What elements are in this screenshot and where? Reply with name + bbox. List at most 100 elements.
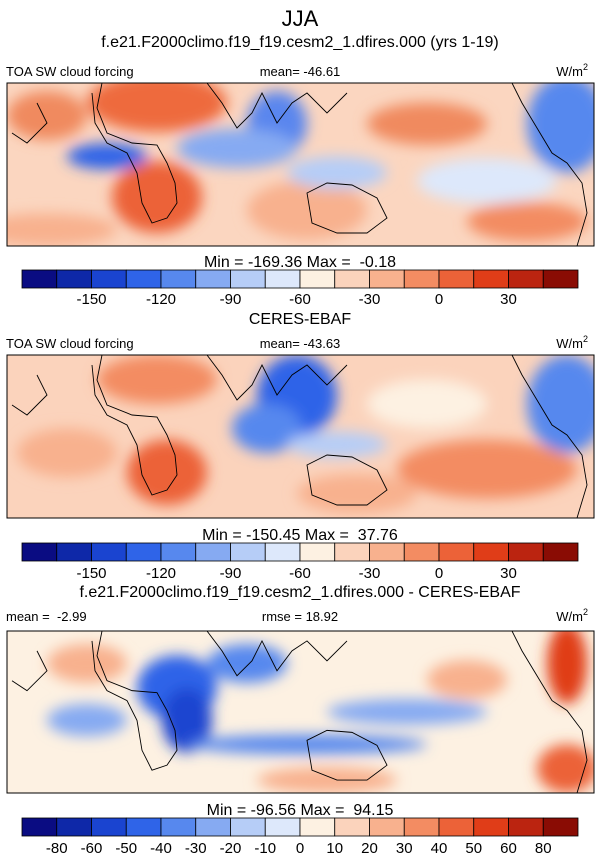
field-blob — [177, 128, 297, 168]
colorbar-box — [160, 269, 197, 289]
field-blob — [17, 428, 117, 478]
colorbar-box — [125, 542, 162, 562]
colorbar-box — [91, 269, 127, 289]
colorbar-tick-label: -90 — [220, 291, 242, 308]
field-blob — [247, 180, 367, 240]
field-blob — [162, 687, 212, 753]
field — [17, 355, 594, 514]
coastline — [91, 355, 178, 496]
coastline — [206, 355, 348, 401]
field-blob — [427, 660, 507, 700]
colorbar-tick-label: 40 — [431, 840, 448, 857]
colorbar-box — [230, 542, 266, 562]
field-blob — [527, 83, 594, 173]
colorbar-box — [473, 542, 509, 562]
colorbar-tick-label: 50 — [465, 840, 482, 857]
field-blob — [47, 703, 127, 737]
colorbar-box — [299, 269, 336, 289]
colorbar-box — [160, 542, 197, 562]
field-blob — [537, 744, 594, 793]
colorbar-tick-label: -150 — [76, 565, 106, 582]
colorbar-tick-label: 80 — [535, 840, 552, 857]
colorbar-box — [56, 269, 92, 289]
panel-title: f.e21.F2000climo.f19_f19.cesm2_1.dfires.… — [101, 34, 499, 51]
colorbar-box — [542, 817, 579, 837]
field-blob — [367, 379, 487, 429]
map-frame — [6, 354, 595, 519]
field-blob — [87, 83, 227, 132]
units-sup: 2 — [583, 62, 588, 72]
field-blob — [187, 734, 427, 755]
field-blob — [287, 156, 387, 189]
colorbar-tick-label: -60 — [289, 291, 311, 308]
coastline — [206, 631, 348, 677]
colorbar-tick-label: -10 — [254, 840, 276, 857]
colorbar-tick-label: -150 — [76, 291, 106, 308]
colorbar-box — [21, 542, 58, 562]
field-blob — [47, 643, 127, 683]
colorbar-box — [299, 542, 336, 562]
panel: f.e21.F2000climo.f19_f19.cesm2_1.dfires.… — [6, 584, 595, 857]
panel: CERES-EBAF TOA SW cloud forcing mean= -43.… — [6, 311, 595, 582]
colorbar-box — [264, 817, 301, 837]
colorbar-box — [195, 269, 231, 289]
min-max: Min = -96.56 Max = 94.15 — [207, 802, 394, 819]
coastline — [11, 650, 48, 692]
colorbar-box — [91, 817, 127, 837]
colorbar-tick-label: -20 — [220, 840, 242, 857]
center-label: rmse = 18.92 — [262, 609, 338, 624]
field-blob — [327, 699, 487, 725]
colorbar-box — [195, 817, 231, 837]
colorbar-box — [403, 817, 440, 837]
field-blob — [547, 631, 587, 704]
units: W/m2 — [556, 607, 588, 624]
coastline — [511, 355, 588, 518]
field-blob — [127, 439, 207, 505]
units-base: W/m — [556, 609, 583, 624]
colorbar-tick-label: -60 — [81, 840, 103, 857]
field-blob — [97, 355, 217, 404]
field-blob — [67, 143, 147, 170]
coastline — [206, 83, 348, 129]
colorbar-tick-label: -30 — [185, 840, 207, 857]
field — [47, 631, 594, 793]
coastline — [511, 631, 588, 793]
colorbar-box — [125, 817, 162, 837]
field-blob — [207, 643, 287, 683]
map-frame — [6, 630, 595, 794]
field-blob — [7, 91, 87, 141]
colorbar-tick-label: -80 — [46, 840, 68, 857]
coastline — [91, 83, 178, 224]
colorbar-tick-label: -60 — [289, 565, 311, 582]
coastline — [306, 729, 388, 781]
colorbar-tick-label: 20 — [361, 840, 378, 857]
colorbar-tick-label: 60 — [500, 840, 517, 857]
colorbar-box — [21, 817, 58, 837]
colorbar-box — [542, 542, 579, 562]
colorbar-box — [334, 542, 370, 562]
panel: f.e21.F2000climo.f19_f19.cesm2_1.dfires.… — [6, 34, 595, 308]
map — [7, 631, 594, 793]
colorbar-box — [264, 542, 301, 562]
units: W/m2 — [556, 334, 588, 351]
colorbar-box — [334, 817, 370, 837]
units: W/m2 — [556, 62, 588, 79]
field-blob — [297, 473, 417, 514]
colorbar-tick-label: -50 — [115, 840, 137, 857]
colorbar-box — [21, 269, 58, 289]
field-blob — [367, 102, 487, 145]
colorbar-box — [230, 817, 266, 837]
colorbar-tick-label: -30 — [359, 565, 381, 582]
colorbar-box — [542, 269, 579, 289]
units-base: W/m — [556, 336, 583, 351]
colorbar-box — [508, 817, 544, 837]
units-sup: 2 — [583, 607, 588, 617]
colorbar-box — [125, 269, 162, 289]
colorbar-box — [403, 542, 440, 562]
min-max: Min = -150.45 Max = 37.76 — [202, 527, 398, 544]
coastline — [11, 102, 48, 144]
colorbar-box — [438, 817, 475, 837]
colorbar-box — [160, 817, 197, 837]
colorbar-tick-label: 30 — [396, 840, 413, 857]
